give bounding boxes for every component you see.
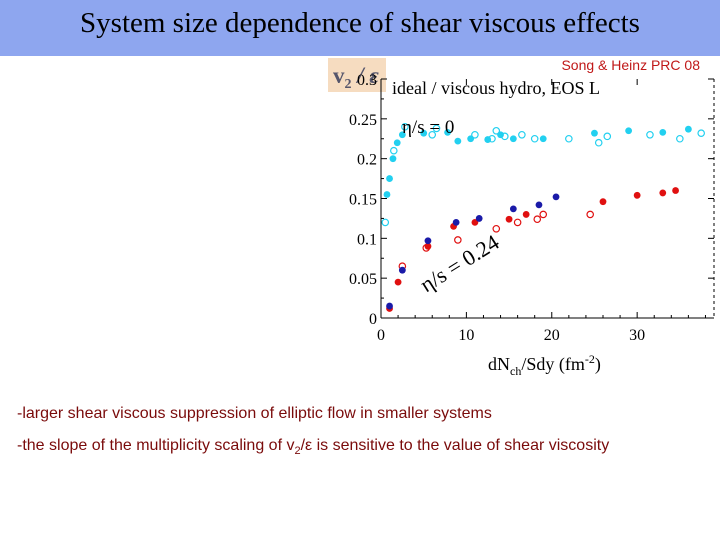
chart-title: ideal / viscous hydro, EOS L [392, 78, 600, 98]
chart: v2 / ε Song & Heinz PRC 08 ideal / visco… [328, 57, 715, 378]
y-tick-label: 0.05 [349, 271, 377, 288]
data-point [492, 126, 501, 135]
data-point [390, 146, 398, 155]
data-point [513, 218, 522, 227]
data-point [552, 193, 560, 201]
data-point [659, 128, 667, 136]
data-point [386, 302, 393, 310]
data-point [505, 215, 513, 223]
data-point [659, 189, 667, 197]
y-tick-label: 0.25 [349, 112, 377, 129]
data-point [471, 219, 479, 226]
data-point [522, 211, 530, 218]
data-point [518, 130, 526, 139]
data-point [625, 127, 633, 135]
data-point [539, 210, 548, 219]
data-point [454, 236, 462, 244]
bullet-text-1: -larger shear viscous suppression of ell… [17, 405, 492, 422]
data-point [428, 130, 437, 139]
data-point [646, 130, 654, 139]
y-tick-label: 0 [369, 311, 377, 328]
axis-ticks: 0 0.05 0.1 0.15 0.2 0.25 0.3 0 10 20 30 [349, 72, 714, 344]
bullet-2-subscript: 2 [294, 445, 301, 458]
data-point [381, 218, 390, 227]
data-point [454, 137, 462, 145]
data-point [467, 135, 475, 143]
data-point [444, 128, 451, 136]
data-point [488, 134, 496, 143]
data-point [398, 131, 406, 139]
data-point [539, 135, 547, 143]
data-point [603, 132, 612, 141]
data-point [386, 175, 393, 182]
data-points [381, 123, 705, 312]
title-bar [0, 0, 720, 56]
x-tick-label: 0 [377, 327, 385, 344]
data-point [393, 139, 401, 147]
data-point [383, 191, 391, 198]
bullet-2-suffix: /ε is sensitive to the value of shear vi… [300, 437, 610, 454]
data-point [394, 278, 402, 286]
bullet-text-2: -the slope of the multiplicity scaling o… [17, 437, 609, 457]
data-point [422, 244, 431, 252]
data-point [509, 205, 517, 213]
data-point [672, 187, 679, 194]
data-point [497, 131, 504, 139]
data-point [401, 123, 409, 131]
y-tick-label: 0.15 [349, 192, 377, 209]
data-point [676, 134, 684, 143]
data-point [586, 210, 594, 219]
data-point [594, 138, 603, 147]
data-point [471, 130, 479, 139]
data-point [389, 155, 397, 163]
data-point [535, 201, 543, 209]
data-point [509, 135, 517, 143]
data-point [452, 219, 460, 226]
data-point [530, 134, 539, 143]
data-point [697, 129, 705, 137]
y-tick-label: 0.3 [357, 72, 377, 89]
x-tick-label: 20 [544, 327, 560, 344]
citation-label: Song & Heinz PRC 08 [561, 57, 700, 73]
x-axis-label: dNch/Sdy (fm-2) [488, 352, 601, 378]
data-point [533, 215, 542, 224]
data-point [599, 198, 607, 206]
y-tick-label: 0.2 [357, 152, 377, 169]
data-point [565, 134, 573, 143]
bullet-2-prefix: -the slope of the multiplicity scaling o… [17, 437, 295, 454]
data-point [424, 237, 432, 245]
data-point [398, 266, 406, 274]
data-point [591, 129, 598, 137]
data-point [492, 224, 501, 233]
data-point [684, 125, 692, 133]
data-point [475, 215, 483, 222]
annotation-ideal: η/s = 0 [402, 117, 454, 138]
data-point [633, 191, 641, 199]
x-tick-label: 10 [458, 327, 474, 344]
data-point [420, 129, 428, 137]
y-tick-label: 0.1 [357, 231, 377, 248]
data-point [432, 124, 441, 133]
ylabel-background [328, 58, 386, 92]
x-tick-label: 30 [629, 327, 645, 344]
data-point [501, 132, 509, 141]
y-axis-label: v2 / ε [333, 63, 379, 92]
slide-title: System size dependence of shear viscous … [80, 7, 640, 39]
